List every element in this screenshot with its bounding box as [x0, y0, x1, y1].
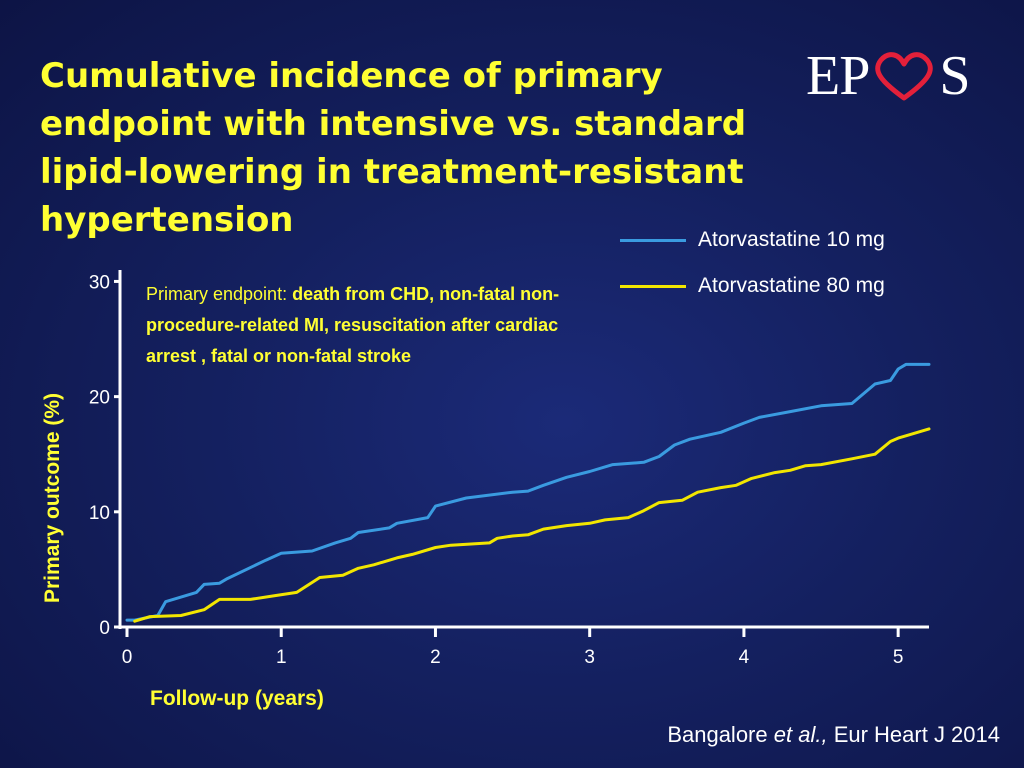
legend-label-80mg: Atorvastatine 80 mg — [698, 274, 885, 297]
endpoint-note-text: death from CHD, non-fatal non-procedure-… — [146, 284, 560, 366]
x-tick-label: 3 — [584, 647, 595, 668]
slide-title: Cumulative incidence of primary endpoint… — [40, 52, 880, 244]
x-tick-label: 5 — [893, 647, 904, 668]
y-axis-label: Primary outcome (%) — [41, 392, 64, 604]
y-tick-label: 10 — [89, 503, 110, 524]
x-axis-label: Follow-up (years) — [150, 687, 324, 710]
logo-text-right: S — [939, 45, 970, 107]
endpoint-note-label: Primary endpoint: — [146, 284, 288, 304]
x-tick-label: 0 — [122, 647, 133, 668]
y-tick-label: 30 — [89, 272, 110, 293]
title-line-2: endpoint with intensive vs. standard — [40, 104, 747, 144]
logo-text-left: EP — [806, 45, 870, 107]
epos-logo: EP S — [806, 45, 971, 107]
legend-item-10mg: Atorvastatine 10 mg — [620, 228, 885, 252]
citation-authors: Bangalore — [667, 722, 768, 747]
x-tick-label: 1 — [276, 647, 287, 668]
citation-etal: et al., — [773, 722, 828, 747]
legend-swatch-10mg — [620, 238, 686, 242]
citation: Bangalore et al., Eur Heart J 2014 — [667, 722, 1000, 748]
title-line-1: Cumulative incidence of primary — [40, 56, 663, 96]
chart-series — [125, 362, 931, 623]
legend-label-10mg: Atorvastatine 10 mg — [698, 228, 885, 251]
y-tick-label: 0 — [99, 618, 110, 639]
series-line-atorvastatine-80mg — [133, 427, 931, 623]
endpoint-note: Primary endpoint: death from CHD, non-fa… — [146, 279, 566, 372]
series-line-atorvastatine-10mg — [125, 362, 931, 622]
x-tick-label: 4 — [739, 647, 750, 668]
legend-swatch-80mg — [620, 284, 686, 288]
chart-axes: 0 10 20 30 0 1 2 3 4 5 — [89, 270, 929, 668]
citation-journal: Eur Heart J 2014 — [833, 722, 1000, 747]
x-tick-label: 2 — [430, 647, 441, 668]
title-line-3: lipid-lowering in treatment-resistant — [40, 152, 744, 192]
legend-item-80mg: Atorvastatine 80 mg — [620, 274, 885, 298]
title-line-4: hypertension — [40, 200, 294, 240]
heart-icon — [875, 52, 934, 101]
y-tick-label: 20 — [89, 388, 110, 409]
